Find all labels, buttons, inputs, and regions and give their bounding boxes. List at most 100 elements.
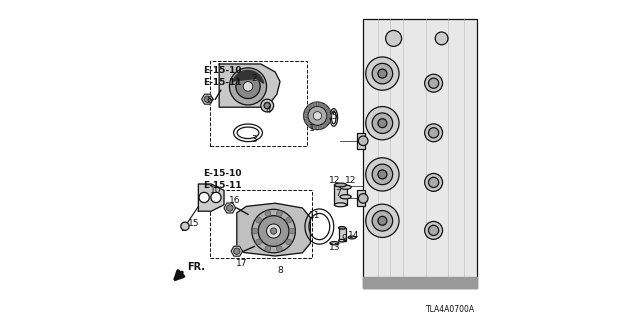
Text: 15: 15 xyxy=(188,220,199,228)
Circle shape xyxy=(312,102,317,107)
Circle shape xyxy=(425,173,443,191)
Circle shape xyxy=(199,192,209,203)
Circle shape xyxy=(289,228,295,234)
Circle shape xyxy=(276,246,282,252)
Bar xyxy=(357,133,365,149)
Circle shape xyxy=(378,69,387,78)
Circle shape xyxy=(372,211,393,231)
Circle shape xyxy=(304,102,332,130)
Circle shape xyxy=(358,136,368,146)
Circle shape xyxy=(326,119,330,123)
Circle shape xyxy=(259,216,289,246)
Bar xyxy=(210,61,307,146)
Text: 3: 3 xyxy=(252,135,257,144)
Text: 4: 4 xyxy=(266,106,271,115)
Text: 12: 12 xyxy=(329,176,340,185)
Bar xyxy=(334,185,347,205)
Circle shape xyxy=(378,170,387,179)
Circle shape xyxy=(323,123,327,127)
Bar xyxy=(210,190,312,258)
Circle shape xyxy=(305,119,309,123)
Text: TLA4A0700A: TLA4A0700A xyxy=(426,305,475,314)
Text: 9: 9 xyxy=(341,234,347,243)
Text: 10: 10 xyxy=(211,186,221,195)
Bar xyxy=(357,190,365,206)
Polygon shape xyxy=(231,246,243,256)
Text: 6: 6 xyxy=(207,96,212,105)
Text: 17: 17 xyxy=(236,260,247,268)
Ellipse shape xyxy=(339,239,346,242)
Circle shape xyxy=(308,104,312,109)
Circle shape xyxy=(372,113,393,133)
Circle shape xyxy=(323,104,327,109)
Text: 8: 8 xyxy=(277,266,283,275)
Circle shape xyxy=(378,119,387,128)
Circle shape xyxy=(308,106,327,125)
Circle shape xyxy=(429,177,439,188)
Text: 13: 13 xyxy=(329,244,340,252)
Circle shape xyxy=(276,211,282,216)
Text: 11: 11 xyxy=(310,212,321,220)
Circle shape xyxy=(425,74,443,92)
Text: 7: 7 xyxy=(335,189,340,198)
Circle shape xyxy=(326,108,330,113)
Text: FR.: FR. xyxy=(187,262,205,272)
Text: E-15-10
E-15-11: E-15-10 E-15-11 xyxy=(203,67,242,87)
Circle shape xyxy=(366,57,399,90)
Circle shape xyxy=(303,114,308,118)
Circle shape xyxy=(429,78,439,88)
Ellipse shape xyxy=(335,183,347,187)
Polygon shape xyxy=(202,94,213,104)
Circle shape xyxy=(230,68,267,105)
Circle shape xyxy=(312,125,317,130)
Ellipse shape xyxy=(348,236,356,239)
Circle shape xyxy=(372,164,393,185)
Ellipse shape xyxy=(335,203,347,207)
Circle shape xyxy=(366,158,399,191)
Circle shape xyxy=(236,74,260,99)
Text: 12: 12 xyxy=(345,176,356,185)
Circle shape xyxy=(378,216,387,225)
Circle shape xyxy=(256,217,262,223)
Circle shape xyxy=(252,209,296,253)
Circle shape xyxy=(425,221,443,239)
Circle shape xyxy=(256,239,262,245)
Text: 2: 2 xyxy=(252,74,257,83)
Circle shape xyxy=(372,63,393,84)
Circle shape xyxy=(318,125,323,130)
Polygon shape xyxy=(237,203,310,256)
Circle shape xyxy=(265,211,271,216)
Ellipse shape xyxy=(330,242,339,245)
Bar xyxy=(339,228,346,241)
Circle shape xyxy=(267,224,281,238)
Circle shape xyxy=(211,192,221,203)
Circle shape xyxy=(308,123,312,127)
Circle shape xyxy=(271,228,277,234)
Ellipse shape xyxy=(339,227,346,229)
Ellipse shape xyxy=(340,195,351,199)
Circle shape xyxy=(429,128,439,138)
Circle shape xyxy=(366,204,399,237)
Circle shape xyxy=(385,30,402,46)
Circle shape xyxy=(305,108,309,113)
Circle shape xyxy=(366,107,399,140)
Bar xyxy=(364,19,477,288)
Circle shape xyxy=(243,82,253,91)
Text: 14: 14 xyxy=(348,231,359,240)
Circle shape xyxy=(314,112,322,120)
Circle shape xyxy=(180,222,189,230)
Circle shape xyxy=(204,96,211,102)
Circle shape xyxy=(264,102,270,109)
Circle shape xyxy=(285,239,291,245)
Circle shape xyxy=(327,114,332,118)
Text: 16: 16 xyxy=(230,196,241,204)
Circle shape xyxy=(265,246,271,252)
Circle shape xyxy=(234,248,240,254)
Text: E-15-10
E-15-11: E-15-10 E-15-11 xyxy=(203,169,242,189)
Polygon shape xyxy=(224,203,236,213)
Polygon shape xyxy=(198,184,224,211)
Circle shape xyxy=(252,228,258,234)
Circle shape xyxy=(261,99,274,112)
Circle shape xyxy=(358,194,368,203)
Circle shape xyxy=(435,32,448,45)
